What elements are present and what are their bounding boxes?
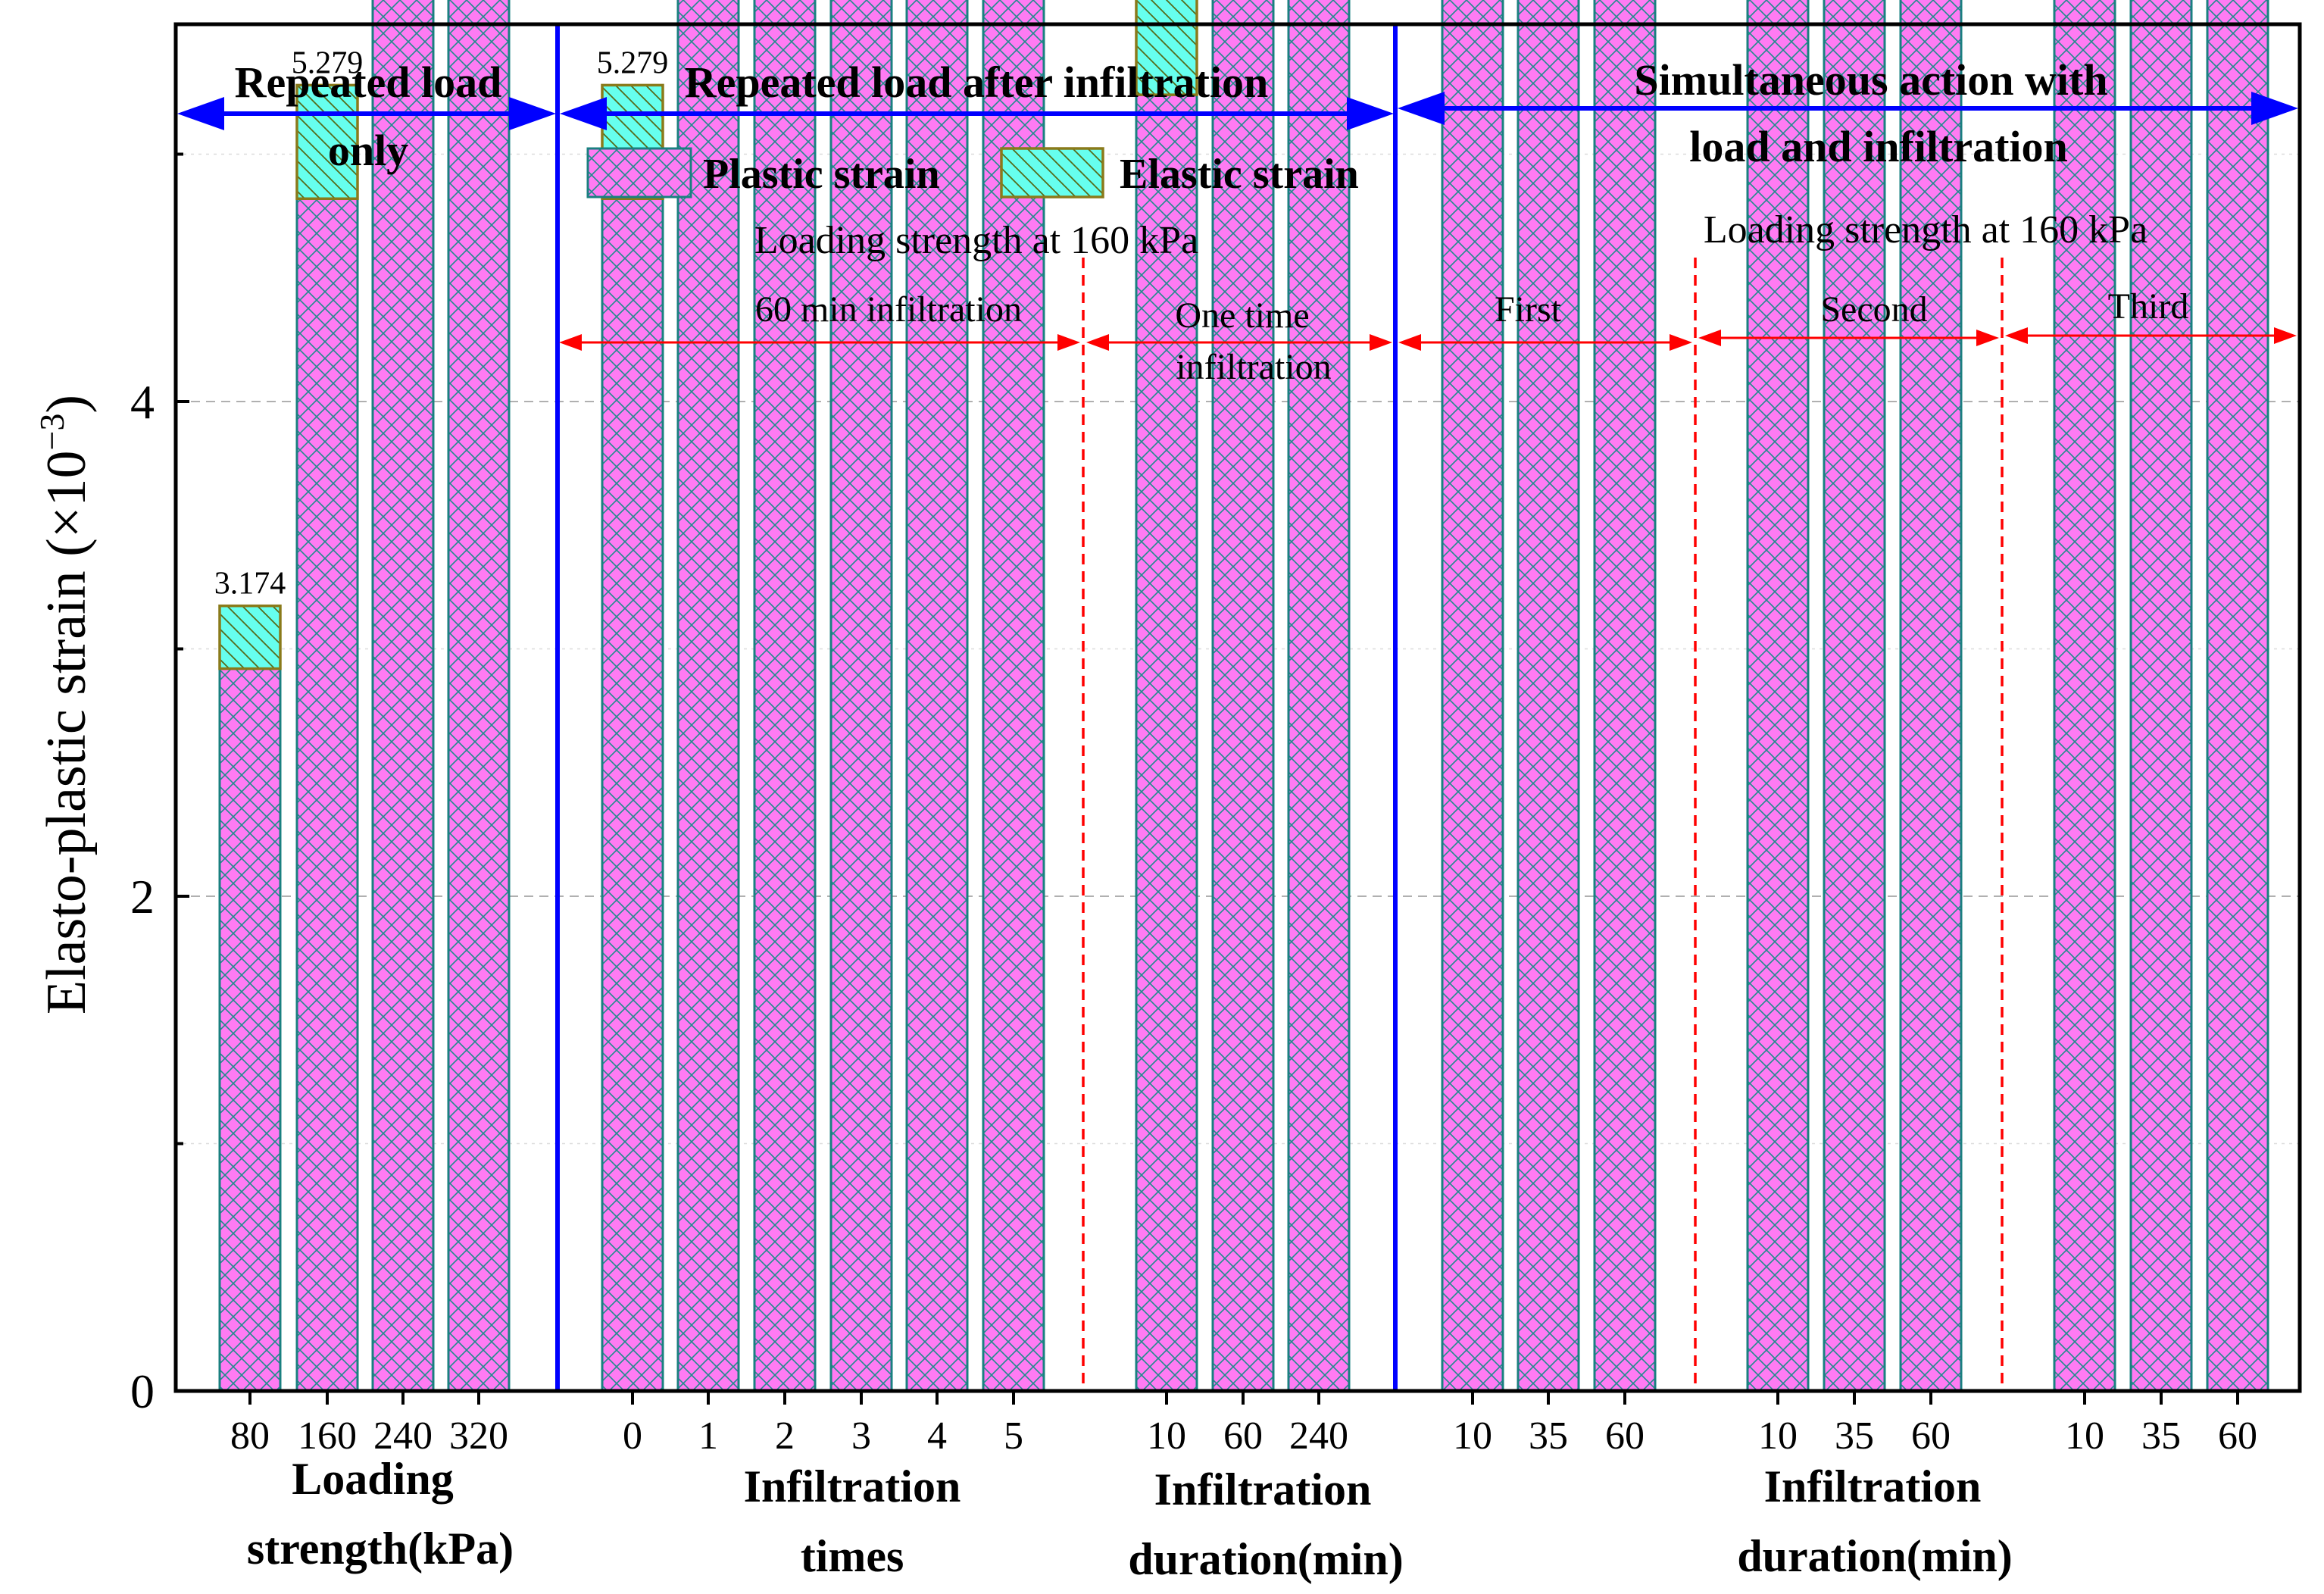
x-tick-label: 35 [1529,1414,1568,1458]
section-arrow-head [560,97,607,130]
x-group-label: Infiltration [1764,1461,1982,1511]
section-arrow-head [2251,92,2298,125]
plastic-strain-bar [1899,0,1963,1392]
x-group-label: strength(kPa) [247,1524,514,1574]
legend-label-elastic: Elastic strain [1120,151,1359,198]
subgroup-label: Third [2108,286,2189,327]
plastic-strain-bar [1823,0,1886,1392]
x-tick-label: 5 [1004,1414,1023,1458]
section-title: Repeated load after infiltration [685,58,1269,107]
section-arrow-head [509,97,556,130]
section-subtitle: Loading strength at 160 kPa [754,219,1198,262]
elastic-strain-bar [218,604,282,670]
subgroup-arrow-head [559,334,582,351]
x-group-label: duration(min) [1737,1531,2012,1581]
x-tick-label: 320 [449,1414,508,1458]
bar-value-label: 5.279 [597,45,669,80]
x-tick-label: 10 [2065,1414,2104,1458]
plastic-strain-bar [982,0,1045,1392]
legend-swatch-elastic [1000,147,1104,198]
subgroup-arrow-head [1370,334,1392,351]
x-tick-label: 60 [1223,1414,1263,1458]
x-tick-label: 60 [1605,1414,1645,1458]
x-tick-label: 60 [1911,1414,1951,1458]
plastic-strain-bar [2206,0,2269,1392]
y-tick-label: 4 [130,375,155,429]
section-arrow-head [177,97,224,130]
x-group-label: times [801,1531,904,1581]
elastic-strain-bar [295,83,359,201]
section-title: load and infiltration [1689,122,2068,171]
x-tick-label: 3 [851,1414,871,1458]
section-arrow-head [1347,97,1394,130]
x-group-label: Loading [292,1454,453,1504]
subgroup-arrow-head [1057,334,1080,351]
x-tick-label: 80 [230,1414,270,1458]
plastic-strain-bar [371,0,435,1392]
subgroup-label: Second [1820,289,1927,330]
subgroup-label: 60 min infiltration [755,289,1022,330]
plastic-strain-bar [1746,0,1810,1392]
subgroup-arrow-head [1670,334,1692,351]
x-tick-label: 4 [927,1414,947,1458]
subgroup-arrow-head [1086,334,1109,351]
y-tick-label: 2 [130,870,155,924]
plastic-strain-bar [905,0,969,1392]
section-title: Simultaneous action with [1634,55,2107,105]
dividers-layer [177,24,2298,1391]
subgroup-arrow-head [2005,327,2028,344]
plastic-strain-bar [676,0,740,1392]
x-group-label: Infiltration [744,1461,961,1511]
x-tick-label: 60 [2218,1414,2257,1458]
y-axis-title: Elasto-plastic strain (×10−3) [33,395,98,1014]
section-subtitle: Loading strength at 160 kPa [1704,208,2148,252]
x-group-label: Infiltration [1154,1464,1372,1514]
plastic-strain-bar [753,0,817,1392]
plastic-strain-bar [1211,0,1275,1392]
subgroup-arrow-head [1976,330,1999,346]
bar-value-label: 5.279 [292,45,364,80]
x-tick-label: 10 [1758,1414,1798,1458]
plastic-strain-bar [218,667,282,1392]
x-tick-label: 10 [1453,1414,1492,1458]
legend-label-plastic: Plastic strain [703,151,940,198]
plastic-strain-bar [829,0,893,1392]
x-tick-label: 240 [1289,1414,1348,1458]
subgroup-label: infiltration [1176,347,1331,387]
x-group-label: duration(min) [1128,1534,1403,1584]
y-tick-label: 0 [130,1364,155,1418]
x-tick-label: 2 [775,1414,795,1458]
bars-layer [218,0,2269,1392]
subgroup-arrow-head [1398,334,1421,351]
bar-value-label: 3.174 [214,567,286,602]
plastic-strain-bar [295,197,359,1392]
x-tick-label: 10 [1147,1414,1186,1458]
elastic-strain-bar [1135,0,1198,96]
x-tick-label: 240 [373,1414,433,1458]
plastic-strain-bar [1517,0,1580,1392]
subgroup-arrow-head [2274,327,2297,344]
subgroup-arrow-head [1698,330,1721,346]
plastic-strain-bar [447,0,511,1392]
plastic-strain-bar [1593,0,1657,1392]
plastic-strain-bar [601,197,664,1392]
x-tick-label: 35 [1835,1414,1874,1458]
legend-swatch-plastic [586,147,692,198]
section-title: only [328,126,408,175]
x-tick-label: 1 [698,1414,718,1458]
plastic-strain-bar [2053,0,2116,1392]
x-tick-label: 160 [298,1414,357,1458]
plastic-strain-bar [1135,93,1198,1392]
x-tick-label: 0 [623,1414,642,1458]
plastic-strain-bar [1441,0,1504,1392]
subgroup-label: One time [1175,295,1309,336]
x-tick-label: 35 [2141,1414,2181,1458]
section-arrow-head [1398,92,1445,125]
plastic-strain-bar [1287,0,1351,1392]
text-layer: 0246810Elasto-plastic strain (×10−3)3.17… [33,45,2257,1584]
section-title: Repeated load [235,58,502,107]
subgroup-label: First [1495,289,1562,330]
plot-frame [173,22,2302,1393]
